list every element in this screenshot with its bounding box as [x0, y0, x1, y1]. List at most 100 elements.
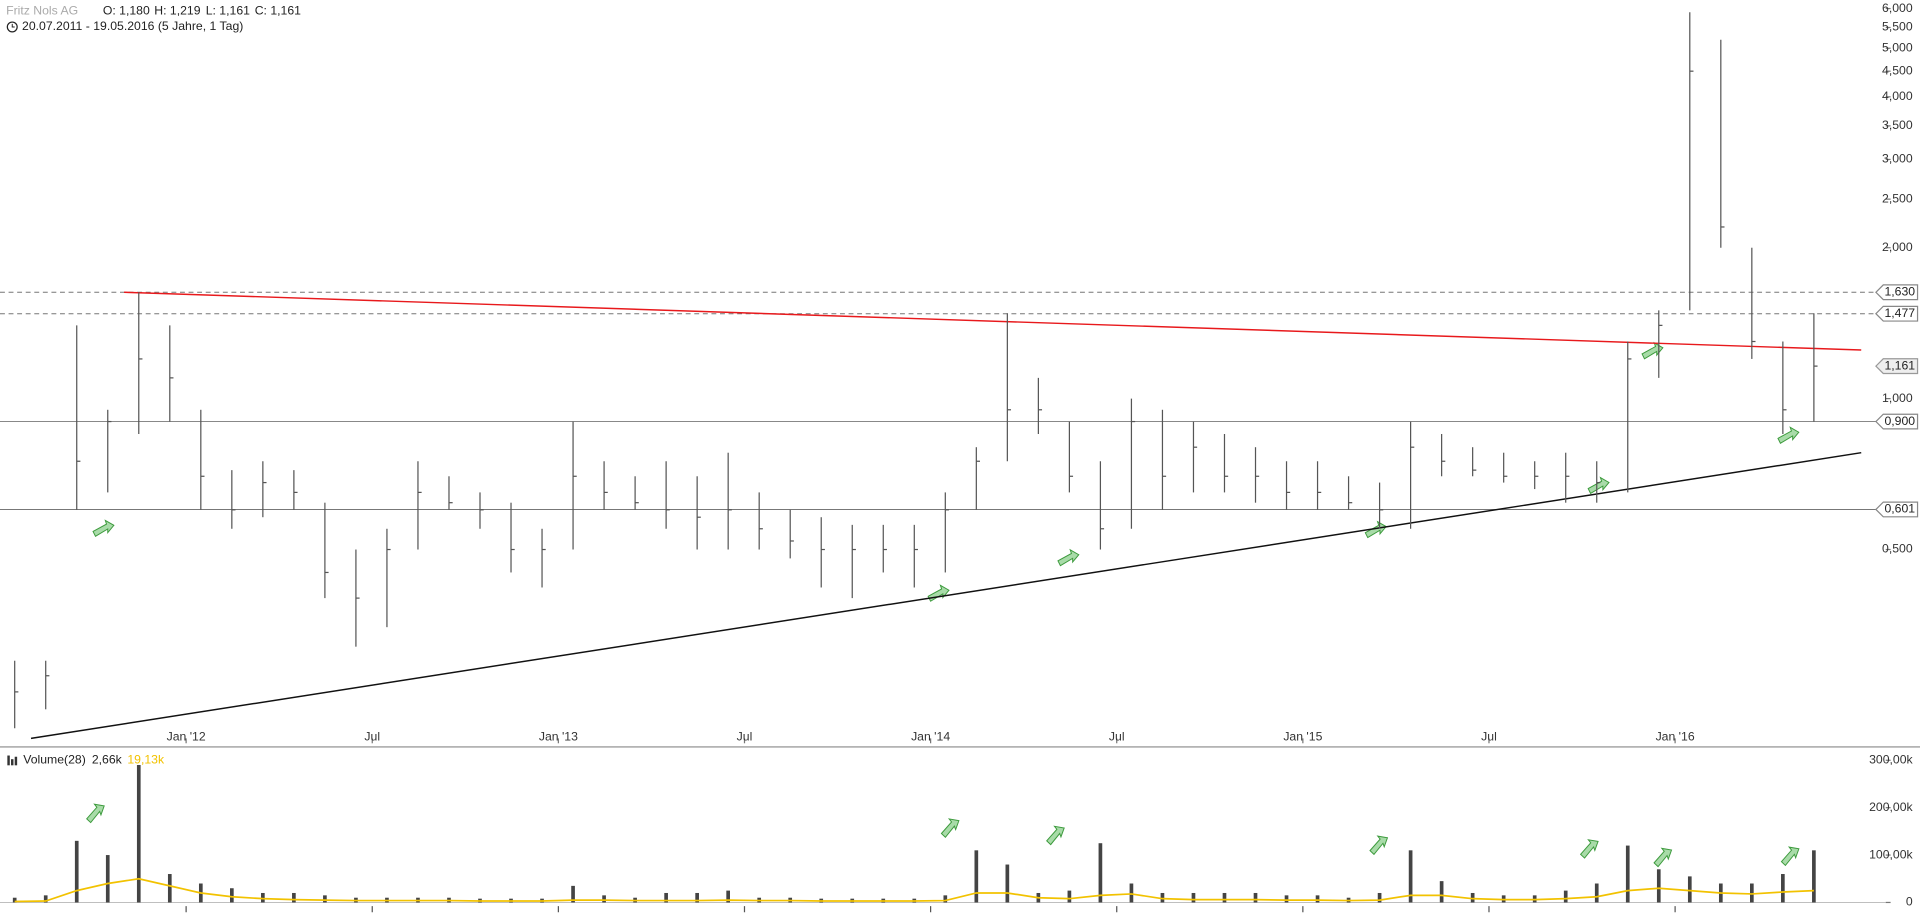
volume-bar — [1656, 869, 1661, 903]
x-tick-label: Jan '15 — [1283, 729, 1322, 743]
last-price-tag — [1875, 358, 1919, 375]
y-tick-label: 4,000 — [1882, 89, 1913, 103]
volume-bar — [1377, 892, 1382, 903]
volume-bar — [1470, 892, 1475, 903]
x-tick-label: Jul — [1481, 729, 1497, 743]
volume-bar — [292, 892, 296, 903]
arrow — [1365, 832, 1392, 856]
volume-icon — [14, 756, 18, 766]
y-tick-label: 2,500 — [1882, 191, 1913, 205]
last-price-label: 1,161 — [1884, 358, 1915, 372]
arrow — [1777, 426, 1800, 444]
volume-current: 2,66k — [92, 753, 123, 767]
volume-bar — [1284, 895, 1289, 903]
volume-bar — [323, 895, 327, 903]
x-tick-label: Jan '13 — [539, 729, 578, 743]
volume-bar — [1160, 892, 1165, 903]
volume-ma-current: 19,13k — [127, 753, 165, 767]
volume-bar — [167, 874, 172, 903]
level-label: 1,477 — [1884, 306, 1915, 320]
y-tick-label: 2,000 — [1882, 240, 1913, 254]
volume-bar — [1098, 843, 1103, 903]
x-tick-label: Jul — [364, 729, 380, 743]
level-label: 0,900 — [1884, 414, 1915, 428]
y-tick-label: 200,00k — [1869, 800, 1913, 814]
arrow — [92, 519, 115, 537]
volume-title: Volume(28) — [23, 753, 86, 767]
y-tick-label: 4,500 — [1882, 63, 1913, 77]
volume-bar — [1067, 890, 1072, 903]
y-tick-label: 3,000 — [1882, 152, 1913, 166]
level-tag — [1875, 413, 1919, 430]
volume-bar — [261, 892, 265, 903]
x-tick-label: Jan '12 — [167, 729, 206, 743]
volume-bar — [1625, 845, 1630, 903]
instrument-name: Fritz Nols AG — [6, 3, 78, 17]
trendline — [30, 451, 1862, 740]
volume-ma — [14, 877, 1814, 903]
arrow — [1777, 843, 1804, 867]
volume-bar — [43, 895, 48, 903]
arrow — [82, 800, 109, 824]
volume-bar — [695, 892, 699, 903]
y-tick-label: 6,000 — [1882, 1, 1913, 15]
y-tick-label: 1,000 — [1882, 391, 1913, 405]
high-label: H: 1,219 — [154, 3, 200, 17]
volume-bar — [1222, 892, 1227, 903]
volume-bar — [1563, 890, 1568, 903]
x-tick-label: Jan '16 — [1656, 729, 1695, 743]
volume-bar — [1594, 883, 1599, 903]
y-tick-label: 300,00k — [1869, 752, 1913, 766]
volume-bar — [1812, 850, 1816, 903]
volume-bar — [943, 895, 948, 903]
volume-bar — [1315, 895, 1320, 903]
volume-bar — [1129, 883, 1134, 903]
level-tag — [1875, 284, 1919, 301]
y-tick-label: 100,00k — [1869, 847, 1913, 861]
y-tick-label: 0 — [1906, 895, 1913, 909]
low-label: L: 1,161 — [206, 3, 250, 17]
volume-bar — [12, 897, 17, 903]
x-tick-label: Jul — [1109, 729, 1125, 743]
y-tick-label: 5,000 — [1882, 40, 1913, 54]
arrow — [1649, 844, 1676, 868]
level-tag — [1875, 501, 1919, 518]
arrow — [1587, 477, 1610, 494]
level-label: 0,601 — [1884, 502, 1915, 516]
close-label: C: 1,161 — [255, 3, 301, 17]
arrow — [1057, 549, 1080, 567]
volume-bar — [1750, 883, 1754, 903]
volume-bar — [136, 765, 141, 903]
level-label: 1,630 — [1884, 284, 1915, 298]
arrow — [1576, 836, 1603, 860]
trendline — [124, 291, 1862, 351]
volume-bar — [1408, 850, 1413, 903]
clock-icon — [6, 21, 18, 33]
volume-bar — [974, 850, 979, 903]
open-label: O: 1,180 — [103, 3, 150, 17]
volume-bar — [1439, 881, 1444, 903]
volume-icon — [11, 759, 14, 766]
y-tick-label: 5,500 — [1882, 20, 1913, 34]
volume-bar — [726, 890, 730, 903]
volume-bar — [1253, 892, 1258, 903]
arrow — [1641, 342, 1664, 360]
volume-bar — [571, 885, 575, 903]
x-tick-label: Jul — [737, 729, 753, 743]
volume-bar — [664, 892, 668, 903]
level-tag — [1875, 305, 1919, 322]
y-tick-label: 0,500 — [1882, 542, 1913, 556]
volume-bar — [105, 855, 110, 903]
x-tick-label: Jan '14 — [911, 729, 950, 743]
volume-bar — [230, 888, 234, 903]
volume-bar — [74, 840, 79, 903]
volume-bar — [1005, 864, 1010, 903]
arrow — [937, 815, 964, 839]
date-range: 20.07.2011 - 19.05.2016 (5 Jahre, 1 Tag) — [22, 19, 243, 33]
arrow — [1042, 822, 1069, 846]
volume-icon — [7, 755, 10, 766]
volume-bar — [602, 895, 606, 903]
volume-bar — [1781, 874, 1785, 903]
